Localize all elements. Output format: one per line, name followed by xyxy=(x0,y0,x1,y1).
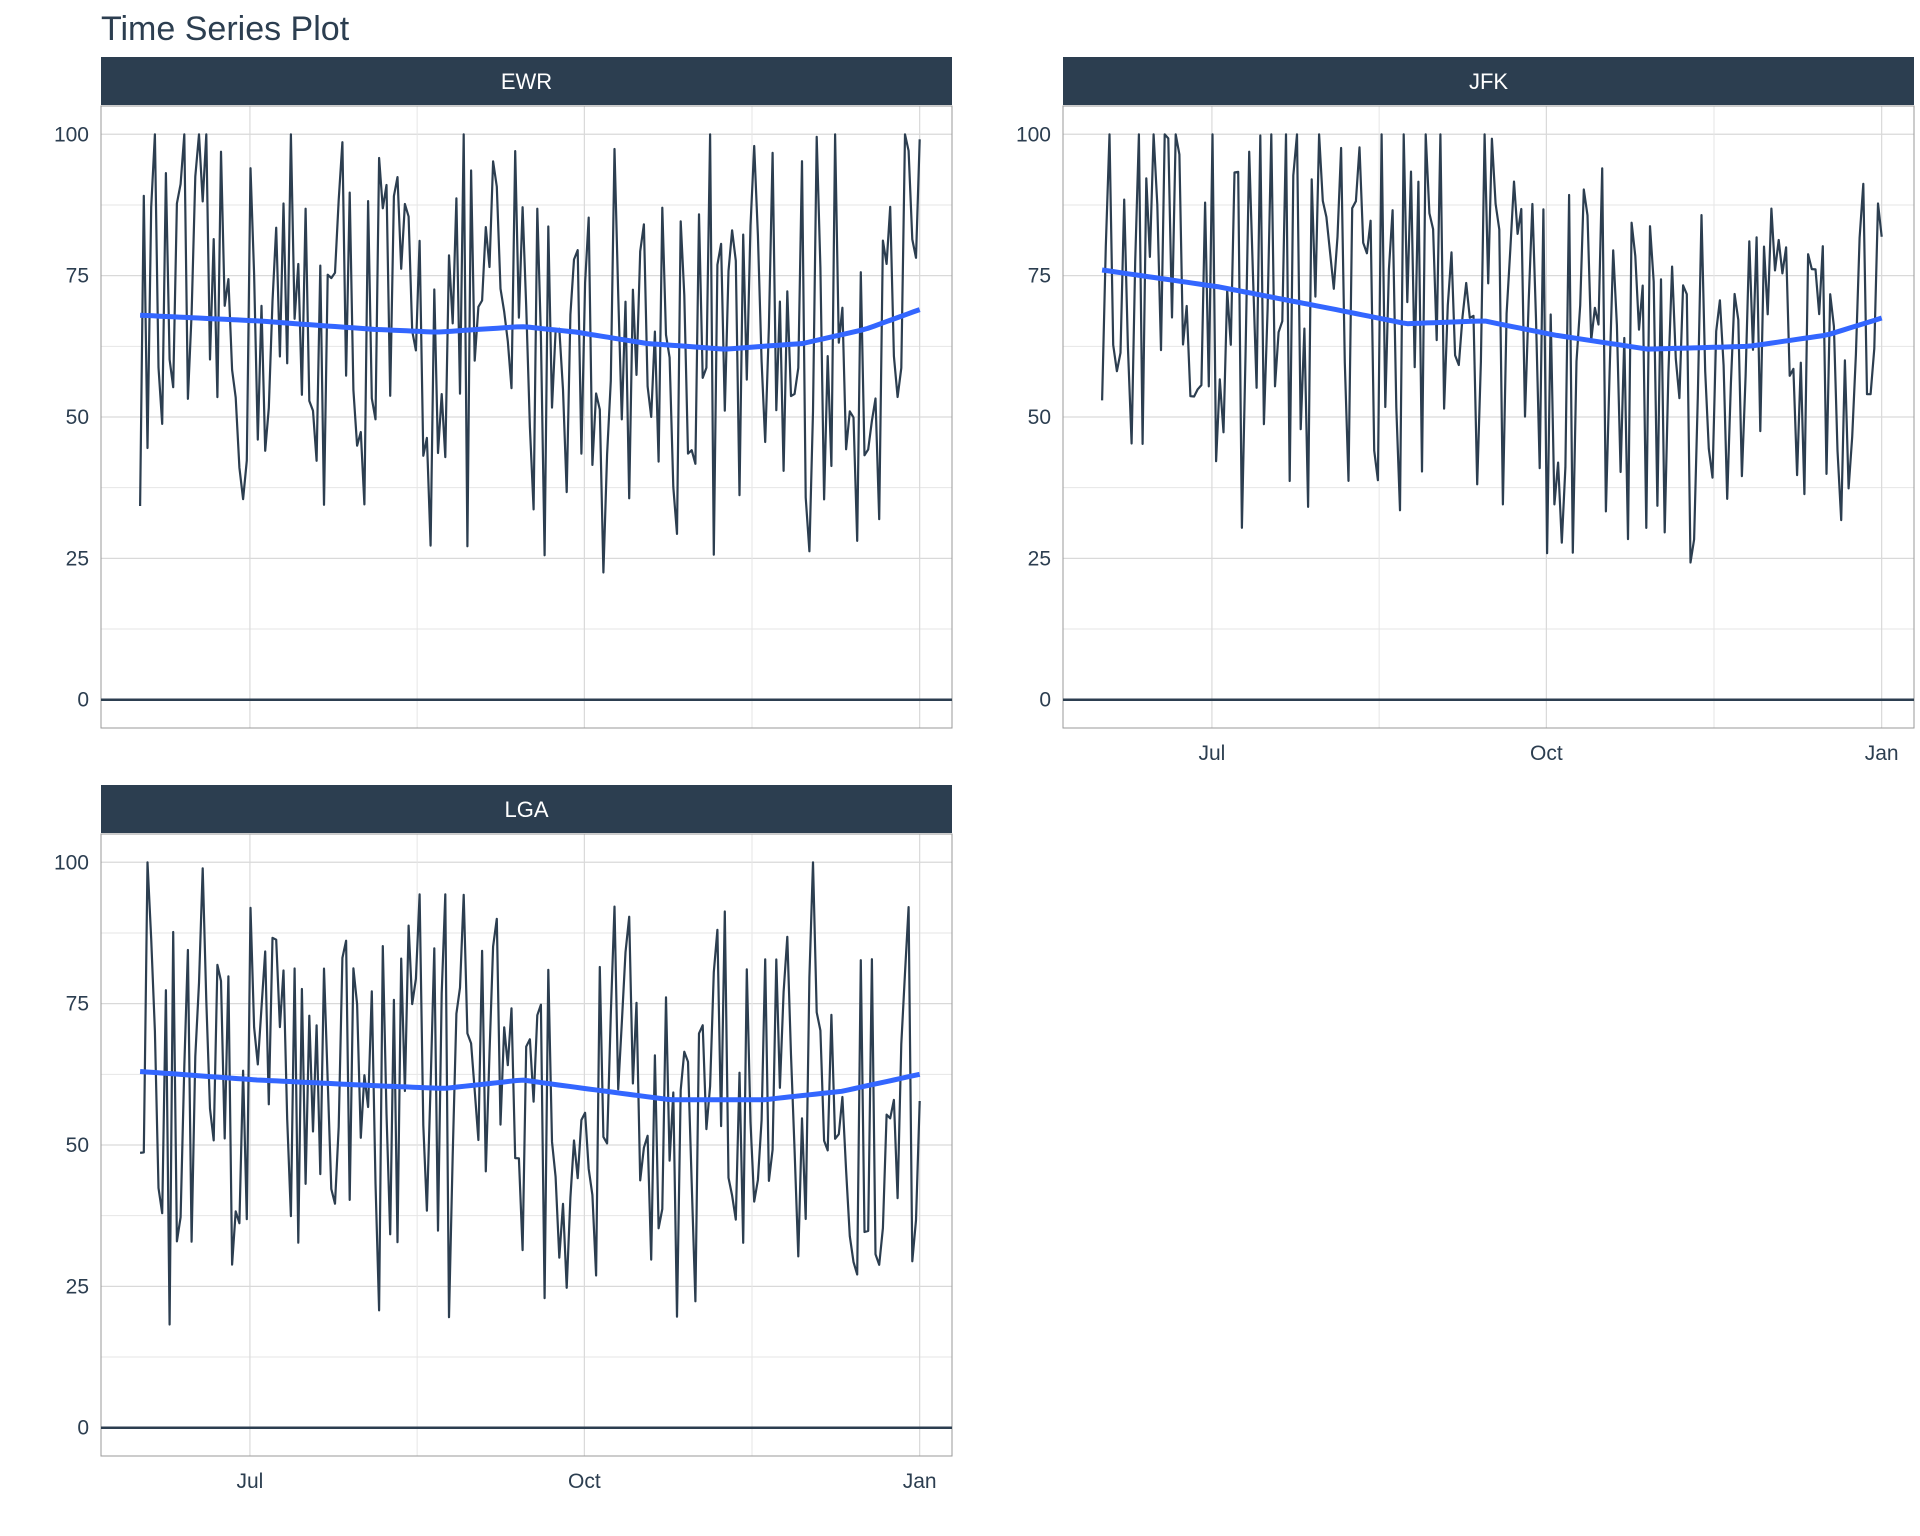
y-tick-label: 75 xyxy=(66,993,89,1016)
smooth-trend-line xyxy=(139,1069,921,1103)
series-line xyxy=(1101,133,1883,564)
panel-jfk: JFK 0 25 50 75 100 Jul Oct Jan xyxy=(1016,57,1915,765)
y-tick-label: 0 xyxy=(77,1417,89,1440)
y-tick-label: 25 xyxy=(1028,547,1051,570)
y-tick-label: 100 xyxy=(54,851,89,874)
panel-border xyxy=(1062,105,1915,729)
smooth-trend-line xyxy=(139,307,921,352)
panel-ewr: EWR 0 25 50 75 100 xyxy=(54,57,953,729)
chart-title: Time Series Plot xyxy=(101,10,350,48)
x-tick-label: Oct xyxy=(1530,742,1563,765)
y-tick-label: 75 xyxy=(1028,265,1051,288)
strip-header xyxy=(1063,57,1914,105)
series-line xyxy=(139,861,921,1326)
y-tick-label: 75 xyxy=(66,265,89,288)
x-tick-label: Jan xyxy=(1865,742,1899,765)
y-tick-label: 0 xyxy=(77,689,89,712)
x-tick-label: Jan xyxy=(903,1470,937,1493)
panel-border xyxy=(100,833,953,1457)
y-tick-label: 50 xyxy=(66,1134,89,1157)
x-tick-label: Oct xyxy=(568,1470,601,1493)
x-tick-label: Jul xyxy=(236,1470,263,1493)
y-tick-label: 50 xyxy=(1028,406,1051,429)
strip-label: LGA xyxy=(504,797,548,822)
x-tick-label: Jul xyxy=(1198,742,1225,765)
y-tick-label: 25 xyxy=(66,1275,89,1298)
strip-label: EWR xyxy=(501,69,552,94)
panel-lga: LGA 0 25 50 75 100 Jul Oct Jan xyxy=(54,785,953,1493)
y-tick-label: 0 xyxy=(1039,689,1051,712)
series-line xyxy=(139,133,921,574)
panel-border xyxy=(100,105,953,729)
y-tick-label: 100 xyxy=(54,123,89,146)
y-tick-label: 25 xyxy=(66,547,89,570)
strip-header xyxy=(101,57,952,105)
strip-label: JFK xyxy=(1469,69,1508,94)
strip-header xyxy=(101,785,952,833)
smooth-trend-line xyxy=(1101,267,1883,352)
y-tick-label: 100 xyxy=(1016,123,1051,146)
y-tick-label: 50 xyxy=(66,406,89,429)
